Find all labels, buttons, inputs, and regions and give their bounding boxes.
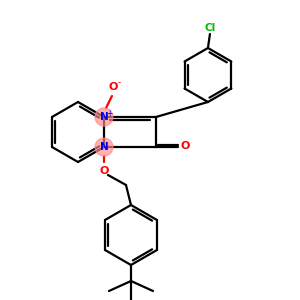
Text: O: O [99,166,109,176]
Text: N: N [100,142,108,152]
Text: Cl: Cl [204,23,216,33]
Text: -: - [117,79,121,88]
Text: +: + [106,109,112,118]
Text: O: O [108,82,118,92]
Text: O: O [180,141,190,151]
Circle shape [95,138,113,156]
Circle shape [95,108,113,126]
Text: N: N [100,112,108,122]
